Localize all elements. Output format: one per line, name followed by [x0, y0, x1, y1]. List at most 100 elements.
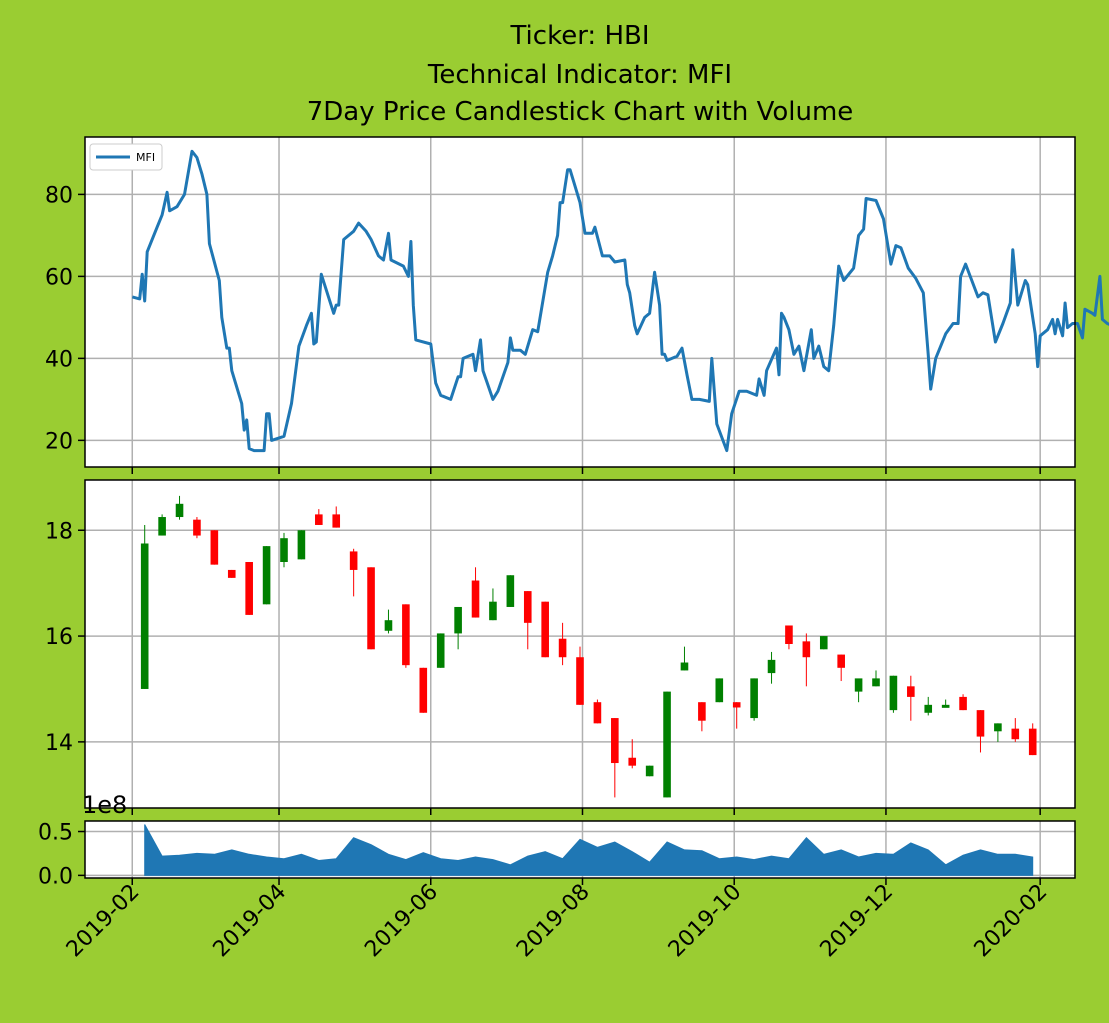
mfi-grid — [85, 137, 1075, 467]
mfi-panel: 20 40 60 80 MFI — [45, 136, 1109, 474]
candle-body — [767, 659, 776, 674]
candle-body — [645, 765, 654, 777]
volume-panel: 0.00.5 2019-02 2019-04 2019-06 2019-08 2019-… — [38, 791, 1076, 963]
title-line-2: Technical Indicator: MFI — [427, 60, 732, 90]
mfi-x-ticks — [131, 467, 1041, 474]
candle — [210, 530, 219, 565]
candle-body — [297, 530, 306, 560]
mfi-legend: MFI — [89, 143, 163, 171]
candle — [976, 710, 985, 753]
xtick-label: 2019-02 — [62, 880, 145, 963]
candle — [785, 625, 793, 650]
candle-body — [593, 702, 602, 724]
title-line-3: 7Day Price Candlestick Chart with Volume — [307, 97, 854, 127]
candle-body — [436, 633, 445, 668]
candle — [837, 654, 845, 682]
candle — [941, 699, 950, 708]
candle-body — [976, 710, 985, 737]
candle-body — [698, 702, 706, 721]
candle-body — [158, 517, 166, 536]
candle — [889, 675, 898, 713]
candle — [645, 765, 654, 777]
mfi-ytick-label: 20 — [45, 429, 73, 454]
candle — [419, 667, 428, 713]
candle — [663, 691, 671, 798]
candle-body — [732, 702, 741, 708]
mfi-plot-area — [85, 137, 1075, 467]
candle — [436, 633, 445, 668]
mfi-ytick-label: 80 — [45, 183, 73, 208]
candle — [576, 646, 584, 705]
price-plot-area — [85, 480, 1075, 808]
candle-body — [332, 514, 341, 528]
xtick-label: 2019-12 — [816, 880, 899, 963]
candle — [593, 699, 602, 724]
candle-body — [715, 678, 724, 703]
price-grid — [85, 480, 1075, 808]
volume-plot — [144, 824, 1034, 876]
candle-body — [349, 551, 358, 570]
mfi-ytick-label: 60 — [45, 265, 73, 290]
candle — [227, 569, 236, 578]
candle — [245, 562, 253, 615]
candle-body — [454, 606, 462, 634]
vol-ytick-label: 0.0 — [38, 864, 73, 889]
candle-body — [210, 530, 219, 565]
price-plot — [140, 495, 1037, 798]
xtick-label: 2020-02 — [970, 880, 1053, 963]
mfi-frame — [84, 136, 1076, 468]
candle-body — [889, 675, 898, 711]
candle-body — [280, 538, 288, 562]
candle — [924, 696, 933, 716]
price-panel: 14 16 18 — [45, 479, 1076, 815]
candle-body — [1011, 728, 1020, 740]
candle-body — [541, 601, 549, 658]
candle-body — [941, 704, 950, 708]
mfi-y-ticks: 20 40 60 80 — [45, 183, 85, 454]
candle-body — [576, 657, 584, 705]
volume-frame — [84, 820, 1076, 879]
candle-body — [802, 641, 811, 658]
candle-body — [924, 704, 933, 713]
candle-body — [785, 625, 793, 644]
candle-body — [402, 604, 410, 666]
candle-body — [489, 601, 497, 621]
candle-body — [628, 757, 637, 766]
candle — [349, 548, 358, 597]
candle-body — [680, 662, 689, 671]
candle — [489, 588, 497, 621]
candle — [384, 609, 393, 634]
mfi-ytick-label: 40 — [45, 347, 73, 372]
volume-y-ticks: 0.0 0.5 — [38, 821, 85, 889]
price-frame — [84, 479, 1076, 809]
candle — [1028, 723, 1037, 756]
candle — [332, 506, 341, 528]
candle — [715, 678, 724, 703]
candle-body — [367, 567, 375, 650]
candle-body — [750, 678, 758, 719]
candle — [628, 739, 637, 769]
candle-body — [1028, 728, 1037, 756]
figure-title: Ticker: HBI Technical Indicator: MFI 7Da… — [307, 21, 854, 127]
price-ytick-label: 14 — [45, 731, 73, 756]
candle — [506, 575, 515, 607]
candle — [767, 651, 776, 684]
volume-area — [144, 824, 1034, 876]
candle-body — [315, 514, 323, 525]
candle — [994, 723, 1002, 742]
candle-body — [175, 503, 184, 518]
legend-label-mfi: MFI — [136, 151, 155, 164]
xtick-label: 2019-08 — [512, 880, 595, 963]
candle-body — [837, 654, 845, 668]
candle — [750, 678, 758, 721]
candle — [611, 718, 619, 798]
price-y-ticks: 14 16 18 — [45, 519, 85, 756]
mfi-series-line — [131, 149, 1109, 453]
volume-offset-label: 1e8 — [82, 791, 127, 819]
candle-body — [262, 546, 271, 605]
candle-body — [907, 686, 915, 697]
candle — [907, 675, 915, 721]
candle-body — [471, 580, 480, 618]
